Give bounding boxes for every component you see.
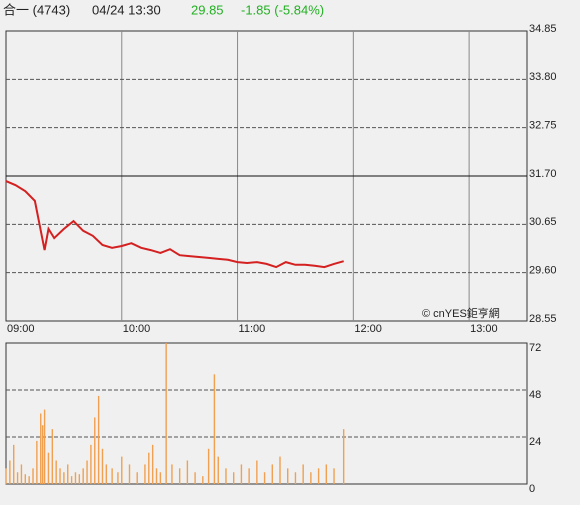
volume-bar	[207, 448, 210, 484]
volume-bar	[178, 468, 181, 484]
x-tick-label: 11:00	[239, 323, 266, 335]
y-tick-label: 28.55	[529, 313, 557, 325]
price-change: -1.85 (-5.84%)	[241, 2, 324, 17]
volume-bar	[9, 460, 11, 484]
watermark: © cnYES鉅亨網	[422, 306, 500, 320]
volume-bar	[101, 448, 104, 484]
volume-bar	[217, 456, 219, 484]
volume-bar	[248, 468, 250, 484]
volume-bar	[171, 464, 173, 484]
volume-bar	[74, 472, 77, 484]
y-tick-label: 30.65	[529, 216, 557, 228]
volume-bar	[271, 464, 273, 484]
x-tick-label: 12:00	[354, 323, 382, 335]
volume-bar	[13, 444, 15, 484]
date-time: 04/24 13:30	[92, 2, 161, 17]
volume-bar	[47, 452, 50, 484]
volume-bar	[194, 472, 196, 484]
volume-bar	[20, 464, 23, 484]
volume-bar	[136, 472, 138, 484]
volume-bar	[151, 444, 154, 484]
volume-bar	[310, 472, 312, 484]
volume-bar	[5, 468, 7, 484]
volume-bar	[342, 429, 345, 484]
volume-bar	[186, 460, 189, 484]
volume-bar	[70, 476, 73, 484]
volume-bar	[63, 472, 65, 484]
volume-bar	[263, 472, 266, 484]
volume-bar	[82, 468, 84, 484]
volume-bar	[128, 464, 131, 484]
x-tick-label: 10:00	[123, 323, 151, 335]
y-tick-label: 32.75	[529, 120, 557, 132]
volume-bar	[202, 476, 204, 484]
volume-bar	[59, 468, 61, 484]
volume-bar	[28, 476, 30, 484]
price-line	[5, 180, 344, 269]
y-tick-label: 31.70	[529, 168, 557, 180]
stock-name: 合一 (4743)	[3, 2, 70, 17]
volume-bar	[287, 468, 289, 484]
panel	[5, 342, 528, 485]
volume-bar	[148, 452, 150, 484]
x-tick-label: 13:00	[470, 323, 498, 335]
volume-bar	[94, 417, 96, 484]
volume-bar	[325, 464, 328, 484]
volume-bar	[155, 468, 158, 484]
y-tick-label: 24	[529, 436, 541, 448]
y-tick-label: 48	[529, 389, 541, 401]
volume-bar	[117, 472, 119, 484]
volume-bar	[165, 343, 167, 484]
volume-bar	[159, 472, 162, 484]
volume-bar	[78, 474, 81, 484]
volume-bar	[240, 464, 243, 484]
volume-bar	[256, 460, 258, 484]
volume-bar	[213, 374, 216, 484]
volume-bar	[40, 413, 42, 484]
volume-bar	[144, 464, 146, 484]
volume-bar	[225, 468, 227, 484]
volume-bar	[232, 472, 235, 484]
volume-bar	[111, 468, 113, 484]
volume-bar	[67, 464, 69, 484]
volume-bar	[55, 460, 57, 484]
volume-bar	[16, 472, 19, 484]
volume-bar	[51, 429, 54, 484]
volume-bar	[317, 468, 320, 484]
volume-bar	[86, 460, 88, 484]
last-price: 29.85	[191, 2, 224, 17]
y-tick-label: 29.60	[529, 265, 557, 277]
volume-bar	[32, 468, 34, 484]
y-tick-label: 33.80	[529, 71, 557, 83]
volume-bar	[43, 409, 46, 484]
volume-bar	[302, 464, 304, 484]
volume-bar	[333, 468, 335, 484]
volume-bar	[36, 440, 38, 484]
volume-bar	[279, 456, 281, 484]
volume-bar	[97, 395, 100, 484]
volume-bar	[121, 456, 123, 484]
y-tick-label: 0	[529, 483, 535, 495]
volume-bar	[24, 474, 26, 484]
volume-bar	[294, 472, 297, 484]
volume-bar	[41, 425, 44, 484]
y-tick-label: 72	[529, 342, 541, 354]
y-tick-label: 34.85	[529, 23, 557, 35]
x-tick-label: 09:00	[7, 323, 35, 335]
volume-bar	[90, 444, 92, 484]
volume-bar	[105, 464, 108, 484]
